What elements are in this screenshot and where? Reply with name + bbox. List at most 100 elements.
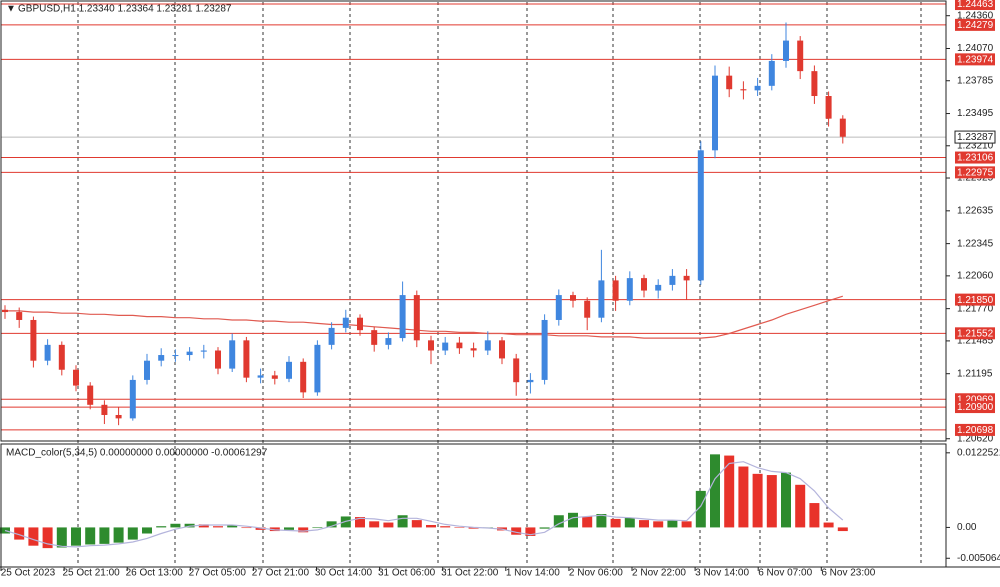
candle-body	[598, 280, 605, 318]
level-label-box	[955, 0, 995, 11]
level-label-box	[955, 327, 995, 340]
level-label-box	[955, 423, 995, 436]
macd-bar	[653, 521, 664, 528]
candle-body	[584, 300, 591, 318]
level-label-box	[955, 53, 995, 66]
candle-body	[513, 358, 520, 383]
candle-body	[428, 340, 434, 351]
y-tick-label: 1.23210	[957, 140, 994, 151]
main-panel-frame	[0, 0, 947, 442]
macd-bar	[440, 526, 451, 528]
level-label-box	[955, 18, 995, 31]
current-price-label: 1.23287	[957, 132, 994, 143]
y-tick-label: 1.23495	[957, 108, 994, 119]
macd-bar	[639, 520, 649, 528]
candle-body	[683, 275, 690, 281]
macd-bar	[411, 520, 422, 528]
level-label: 1.20969	[957, 394, 994, 405]
candle-body	[129, 379, 136, 419]
candle-body	[413, 295, 420, 341]
x-tick-label: 6 Nov 07:00	[758, 568, 812, 579]
macd-bar	[241, 527, 252, 529]
macd-bar	[227, 524, 238, 528]
y-tick-label: 1.21485	[957, 336, 994, 347]
macd-bar	[454, 527, 465, 528]
candle-body	[271, 375, 278, 379]
macd-bar	[766, 475, 777, 528]
candle-body	[357, 317, 363, 331]
macd-bar	[269, 527, 280, 532]
macd-tick-label: 0.00	[957, 522, 977, 533]
level-label-box	[955, 293, 995, 306]
macd-bar	[553, 515, 564, 528]
macd-bar	[113, 527, 124, 543]
macd-bar	[710, 454, 720, 528]
candle-body	[243, 340, 250, 378]
macd-bar	[340, 516, 351, 528]
macd-bar	[85, 527, 96, 545]
candle-body	[186, 351, 193, 356]
level-label: 1.24279	[957, 20, 994, 31]
y-tick-label: 1.23785	[957, 75, 994, 86]
candle-body	[555, 295, 562, 320]
x-tick-label: 26 Oct 13:00	[126, 568, 184, 579]
candle-body	[314, 344, 321, 393]
macd-signal	[4, 461, 844, 548]
x-tick-label: 27 Oct 05:00	[189, 568, 247, 579]
macd-bar	[468, 527, 479, 529]
candle-body	[87, 385, 94, 405]
macd-bar	[198, 524, 209, 528]
candle-body	[385, 338, 392, 345]
candle-body	[612, 280, 619, 301]
macd-bar	[837, 527, 848, 532]
macd-bar	[582, 516, 593, 528]
candle-body	[470, 348, 477, 351]
macd-bar	[127, 527, 138, 540]
candle-body	[811, 71, 818, 97]
y-tick-label: 1.22060	[957, 270, 994, 281]
macd-bar	[823, 522, 834, 528]
menu-arrow[interactable]: ▼	[6, 4, 16, 15]
x-tick-label: 6 Nov 23:00	[821, 568, 875, 579]
x-tick-label: 1 Nov 14:00	[506, 568, 560, 579]
x-tick-label: 31 Oct 06:00	[378, 568, 436, 579]
macd-bar	[255, 527, 266, 530]
candle-body	[342, 317, 349, 328]
macd-bar	[14, 527, 25, 540]
candle-body	[484, 340, 491, 351]
candle-body	[229, 340, 236, 369]
plot	[0, 3, 946, 549]
macd-bar	[781, 472, 791, 528]
x-tick-label: 30 Oct 14:00	[315, 568, 373, 579]
candle-body	[200, 350, 207, 352]
macd-bar	[71, 527, 81, 546]
macd-bar	[752, 473, 763, 528]
macd-bar	[184, 523, 195, 528]
level-label-box	[955, 151, 995, 164]
candle-body	[101, 404, 108, 415]
candle-body	[442, 342, 449, 351]
candle-body	[144, 360, 150, 380]
level-label: 1.21552	[957, 328, 994, 339]
macd-bar	[539, 527, 550, 529]
candle-body	[16, 312, 23, 320]
macd-bar	[99, 527, 110, 544]
candle-body	[172, 355, 179, 357]
candle-body	[30, 319, 37, 361]
macd-bar	[681, 521, 692, 528]
x-tick-label: 2 Nov 06:00	[569, 568, 623, 579]
macd-bar	[326, 521, 337, 528]
candle-body	[697, 150, 704, 281]
candle-body	[541, 319, 548, 380]
candle-body	[73, 369, 79, 386]
level-label: 1.23106	[957, 153, 994, 164]
y-tick-label: 1.22635	[957, 205, 994, 216]
level-label: 1.23974	[957, 55, 994, 66]
macd-bar	[809, 503, 820, 528]
macd-bar	[610, 518, 621, 528]
candle-body	[712, 75, 718, 151]
candle-body	[257, 375, 264, 378]
macd-bar	[596, 514, 607, 528]
candle-body	[655, 284, 662, 291]
macd-bar	[213, 526, 223, 528]
